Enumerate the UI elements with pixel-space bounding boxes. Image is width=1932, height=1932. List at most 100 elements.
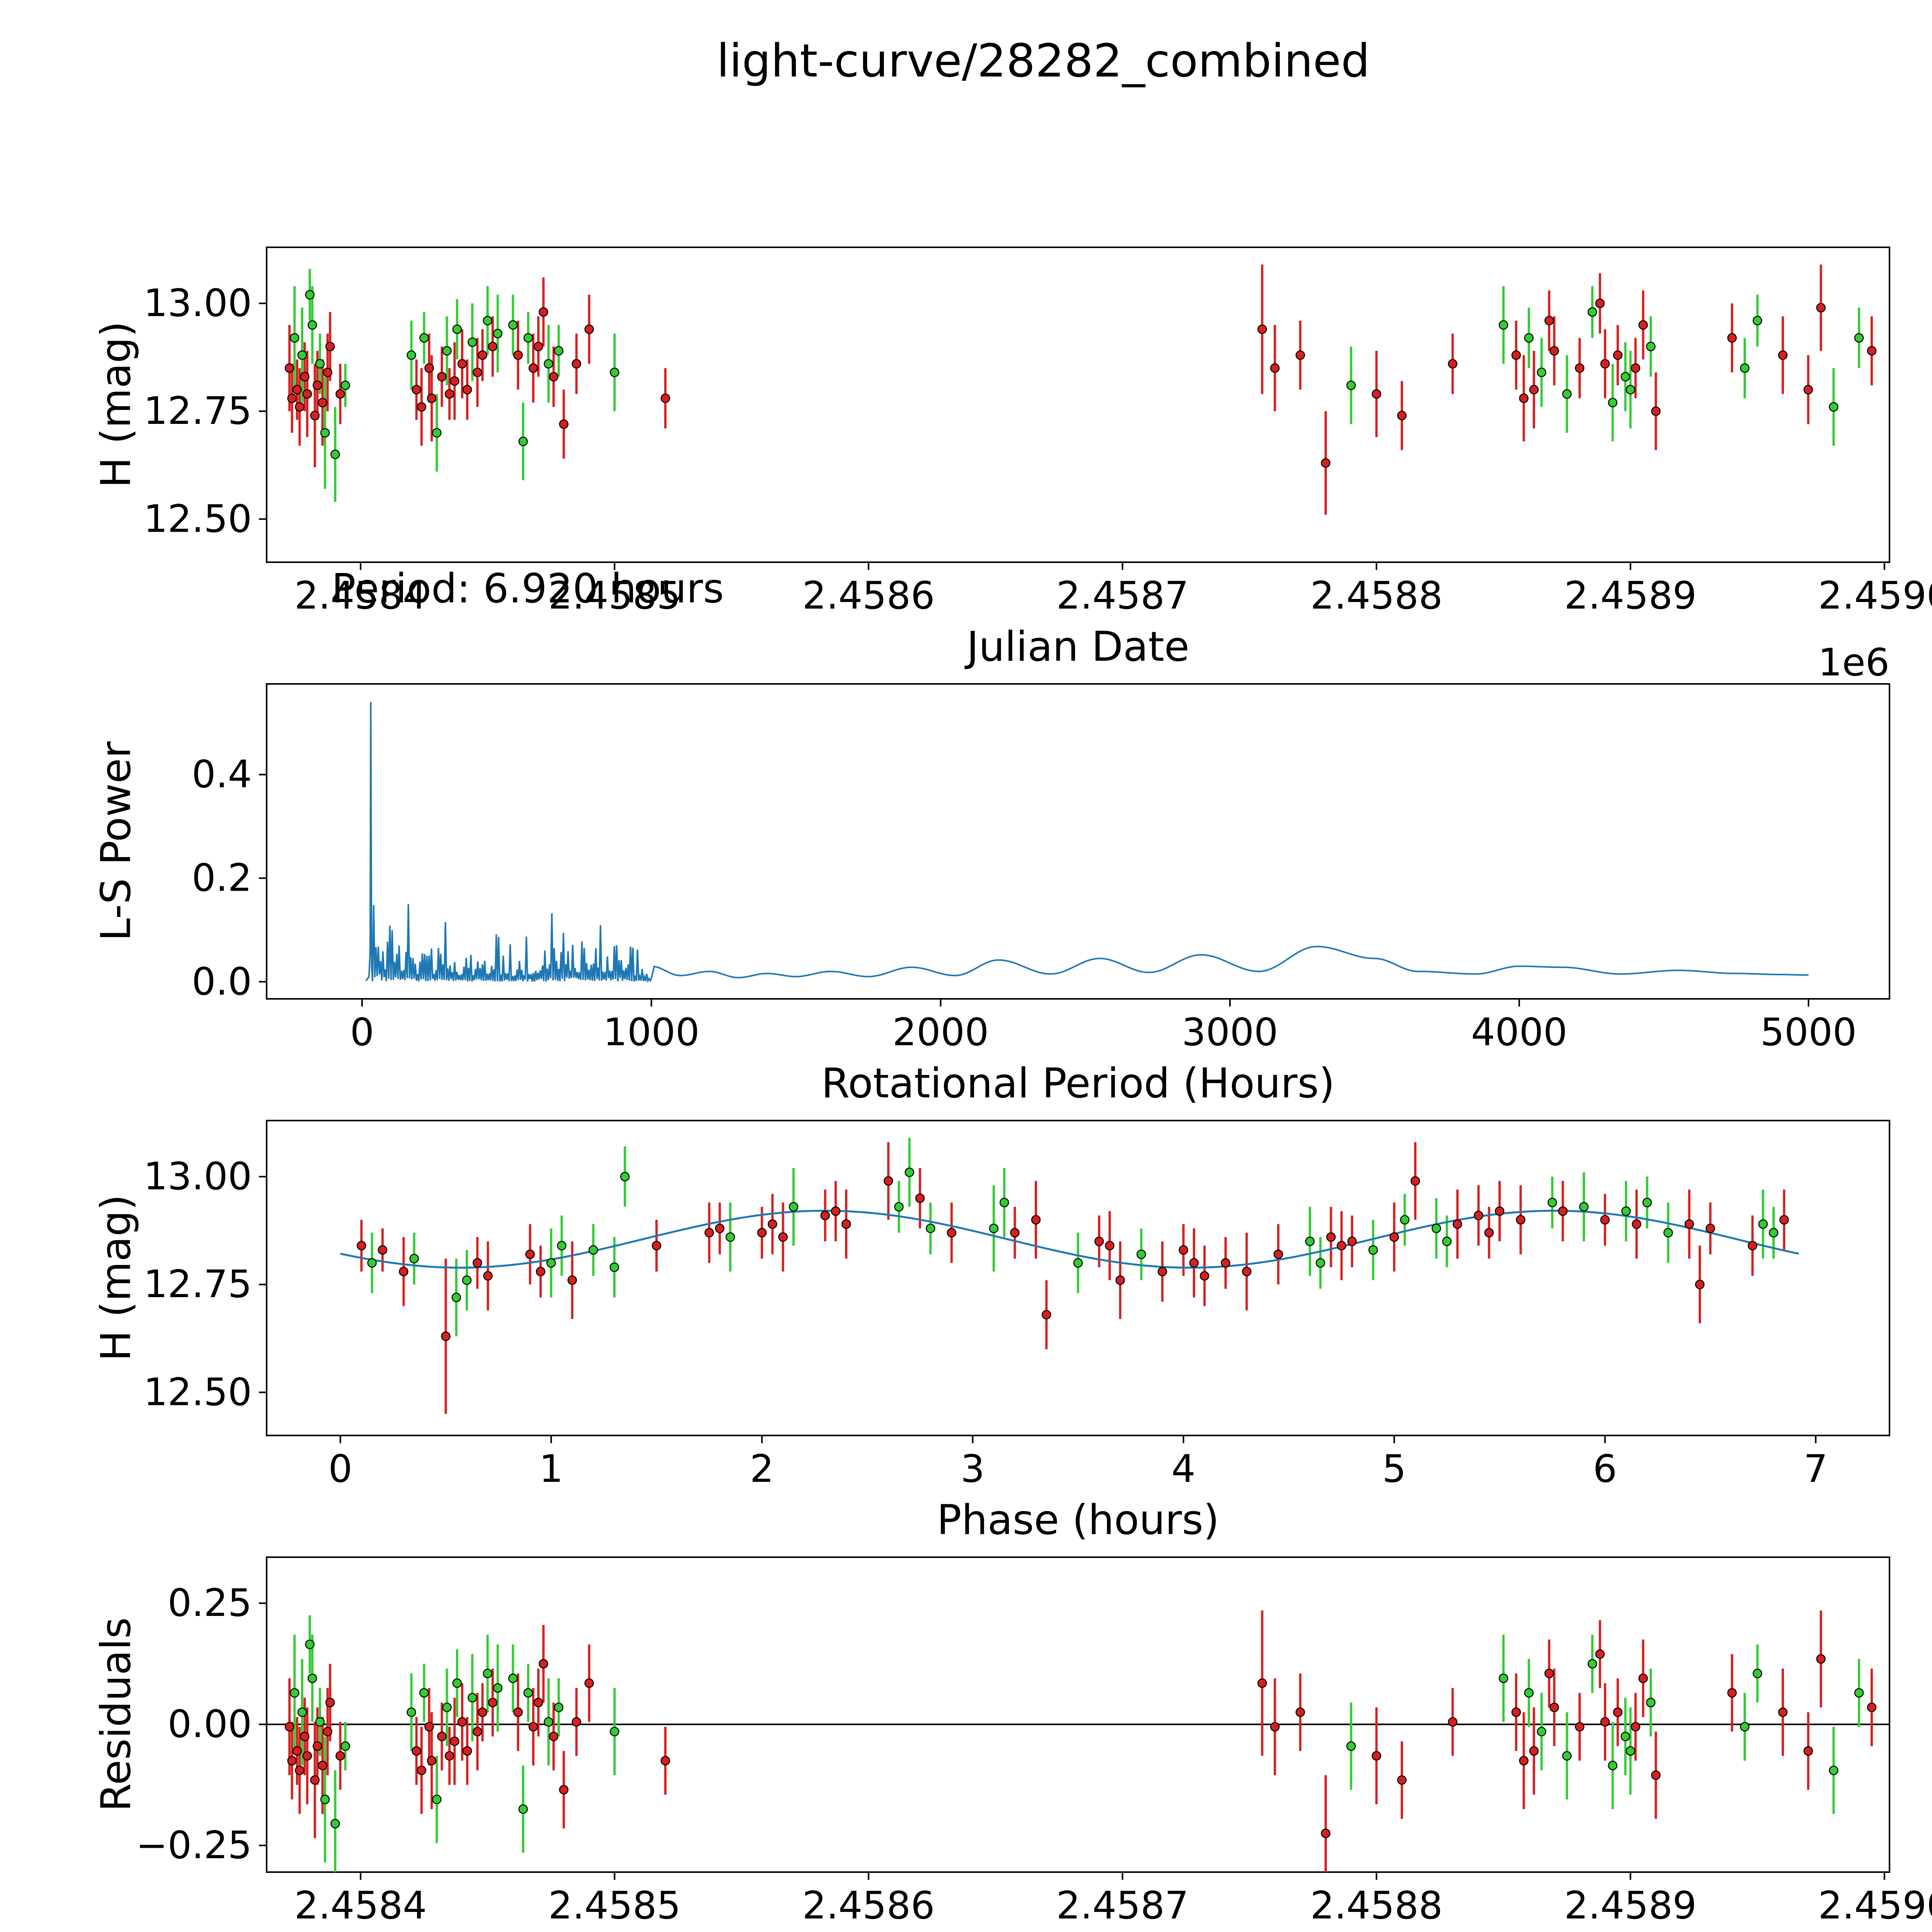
data-point [1621, 372, 1630, 382]
data-point [1595, 298, 1605, 308]
data-point [1646, 1697, 1656, 1708]
data-point [452, 1678, 462, 1688]
data-point [1321, 1828, 1331, 1838]
data-point [1432, 1223, 1441, 1233]
data-point [302, 389, 312, 399]
data-point [1579, 1202, 1589, 1212]
data-point [473, 1258, 482, 1268]
data-point [513, 350, 523, 360]
data-point [462, 385, 472, 395]
phase-folded-lightcurve-x-tick-label: 5 [1382, 1447, 1406, 1491]
data-point [292, 385, 302, 395]
data-point [1270, 1722, 1280, 1732]
data-point [528, 1722, 538, 1732]
data-point [417, 1765, 427, 1775]
data-point [1867, 1702, 1877, 1712]
data-point [287, 393, 297, 403]
data-point [297, 350, 307, 360]
data-point [473, 1727, 482, 1736]
data-point [1651, 406, 1661, 416]
data-point [1549, 1702, 1559, 1712]
data-point [567, 1275, 577, 1285]
data-point [1752, 316, 1762, 326]
data-point [1638, 320, 1648, 330]
data-point [313, 1741, 322, 1751]
data-point [1608, 1760, 1617, 1770]
data-point [725, 1232, 735, 1242]
residuals-y-tick-label: 0.00 [168, 1702, 252, 1747]
residuals-x-tick-label: 2.4584 [294, 1884, 427, 1928]
data-point [546, 1258, 556, 1268]
phase-folded-lightcurve-data-layer [340, 1138, 1799, 1414]
data-point [549, 372, 558, 382]
data-point [450, 376, 459, 386]
periodogram-y-tick-label: 0.0 [192, 960, 252, 1004]
data-point [557, 1241, 566, 1251]
data-point [1031, 1215, 1041, 1225]
panel1-x-offset-label: 1e6 [1818, 641, 1889, 685]
data-point [1727, 1688, 1737, 1698]
data-point [1816, 1654, 1826, 1664]
data-point [488, 342, 498, 352]
jd-lightcurve-x-tick-label: 2.4590 [1818, 574, 1932, 618]
data-point [412, 1746, 422, 1756]
residuals-x-tick-label: 2.4586 [802, 1884, 935, 1928]
data-point [432, 428, 442, 438]
data-point [488, 1697, 498, 1708]
data-point [302, 1751, 312, 1761]
data-point [292, 1746, 302, 1756]
data-point [1368, 1245, 1378, 1255]
data-point [539, 1659, 548, 1669]
data-point [310, 411, 320, 420]
data-point [651, 1241, 662, 1251]
data-point [1452, 1219, 1463, 1229]
periodogram-y-tick-label: 0.2 [192, 856, 252, 900]
data-point [1115, 1275, 1125, 1285]
data-point [442, 1702, 452, 1712]
data-point [559, 1785, 569, 1795]
data-point [367, 1258, 377, 1268]
data-point [1519, 1756, 1529, 1765]
data-point [1695, 1279, 1705, 1289]
data-point [437, 1731, 447, 1742]
data-point [1537, 1727, 1546, 1736]
figure-title: light-curve/28282_combined [716, 34, 1370, 87]
data-point [1646, 342, 1656, 352]
data-point [305, 1639, 315, 1649]
data-point [1575, 363, 1585, 373]
data-point [704, 1228, 714, 1238]
data-point [305, 290, 315, 300]
data-point [450, 1736, 459, 1746]
residuals-x-tick-label: 2.4587 [1056, 1884, 1189, 1928]
data-point [1321, 458, 1331, 468]
data-point [1638, 1673, 1648, 1683]
data-point [1498, 1673, 1509, 1683]
data-point [925, 1223, 935, 1233]
data-point [323, 367, 332, 378]
data-point [1684, 1219, 1694, 1229]
data-point [335, 1751, 345, 1761]
phase-folded-lightcurve-x-tick-label: 2 [750, 1447, 774, 1491]
data-point [1221, 1258, 1231, 1268]
phase-folded-lightcurve-x-tick-label: 1 [539, 1447, 563, 1491]
data-point [1544, 1668, 1554, 1679]
data-point [999, 1197, 1009, 1208]
data-point [1575, 1722, 1585, 1732]
data-point [1242, 1267, 1252, 1277]
residuals-x-tick-label: 2.4585 [548, 1884, 681, 1928]
data-point [1524, 1688, 1534, 1698]
data-point [1621, 1206, 1631, 1216]
periodogram-data-layer [365, 702, 1809, 983]
data-point [1397, 411, 1407, 420]
jd-lightcurve-x-tick-label: 2.4586 [802, 574, 935, 618]
jd-lightcurve-x-tick-label: 2.4589 [1564, 574, 1697, 618]
data-point [1626, 1746, 1635, 1756]
data-point [437, 372, 447, 382]
data-point [300, 1731, 310, 1742]
phase-folded-lightcurve-y-tick-label: 12.50 [143, 1370, 252, 1414]
data-point [308, 320, 317, 330]
data-point [409, 1254, 419, 1264]
data-point [554, 1702, 564, 1712]
data-point [1642, 1197, 1652, 1208]
data-point [417, 402, 427, 412]
